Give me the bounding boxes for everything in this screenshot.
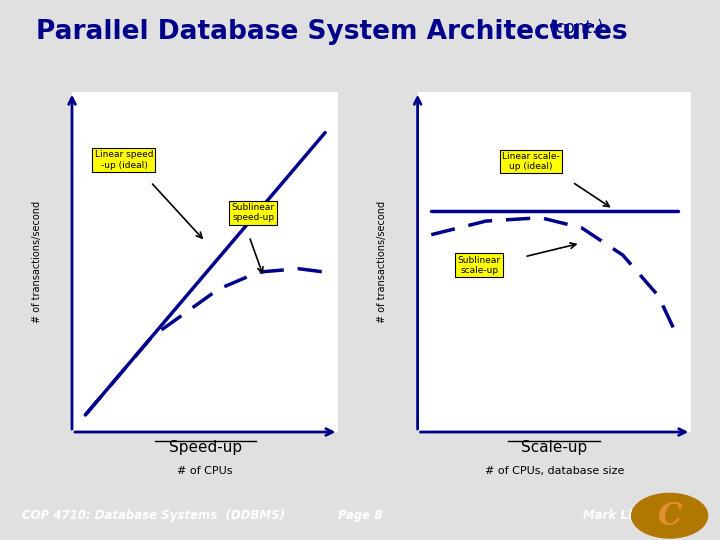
Text: Linear scale-
up (ideal): Linear scale- up (ideal) xyxy=(503,152,560,171)
Text: C: C xyxy=(657,501,682,532)
Circle shape xyxy=(631,494,708,538)
Text: Page 8: Page 8 xyxy=(338,509,382,522)
Text: (cont.): (cont.) xyxy=(544,19,603,37)
Text: # of transactions/second: # of transactions/second xyxy=(377,201,387,323)
Text: Mark Llewellyn ©: Mark Llewellyn © xyxy=(582,509,698,522)
Text: Scale-up: Scale-up xyxy=(521,440,588,455)
Text: Linear speed
-up (ideal): Linear speed -up (ideal) xyxy=(95,150,153,170)
Text: Speed-up: Speed-up xyxy=(168,440,242,455)
Text: Sublinear
speed-up: Sublinear speed-up xyxy=(232,203,275,222)
Text: Sublinear
scale-up: Sublinear scale-up xyxy=(458,255,500,275)
Text: COP 4710: Database Systems  (DDBMS): COP 4710: Database Systems (DDBMS) xyxy=(22,509,284,522)
Text: Parallel Database System Architectures: Parallel Database System Architectures xyxy=(36,19,628,45)
Text: # of CPUs: # of CPUs xyxy=(177,466,233,476)
Text: # of CPUs, database size: # of CPUs, database size xyxy=(485,466,624,476)
Text: # of transactions/second: # of transactions/second xyxy=(32,201,42,323)
